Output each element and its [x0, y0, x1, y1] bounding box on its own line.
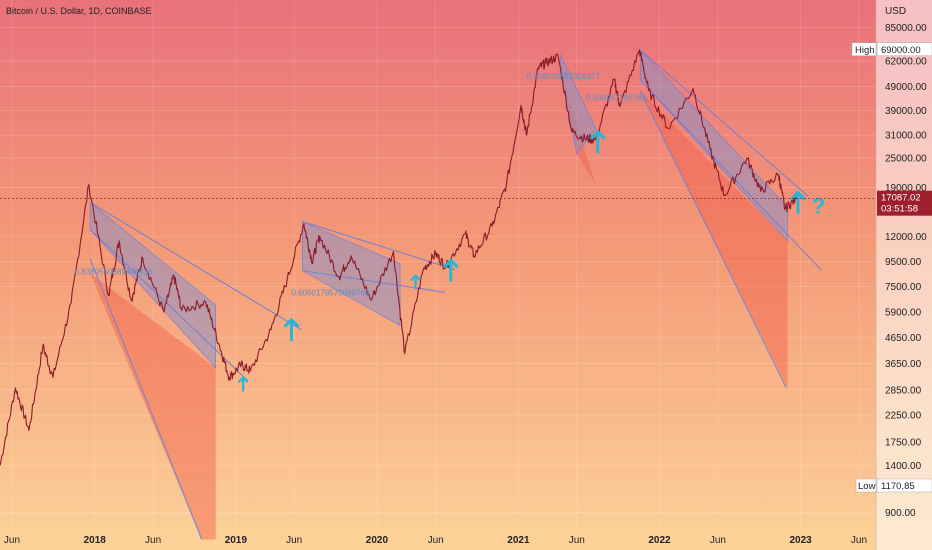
trend-line	[639, 90, 787, 389]
y-tick-label: 85000.00	[885, 23, 927, 34]
fib-ratio-label: 0.606070883358377	[527, 72, 601, 81]
x-tick-label: 2020	[366, 535, 389, 546]
up-arrow-icon	[283, 318, 299, 342]
arrow-head	[238, 376, 249, 383]
x-tick-label: Jun	[569, 535, 585, 546]
fib-ratio-label: 0.8389550889448436	[75, 267, 153, 276]
low-value-box	[876, 478, 932, 493]
high-value-box	[876, 42, 932, 57]
y-tick-label: 25000.00	[885, 154, 927, 165]
fib-ratio-label: 0.6060178570089769	[291, 288, 369, 297]
arrow-head	[590, 130, 606, 140]
current-price-value: 17087.02	[881, 193, 921, 204]
up-arrow-icon	[443, 258, 459, 282]
y-tick-label: 12000.00	[885, 232, 927, 243]
up-arrow-icon	[238, 376, 249, 392]
arrow-head	[410, 274, 421, 281]
x-tick-label: Jun	[4, 535, 20, 546]
y-unit-label: USD	[885, 6, 906, 17]
price-series	[0, 49, 797, 466]
x-tick-label: Jun	[851, 535, 867, 546]
y-tick-label: 49000.00	[885, 82, 927, 93]
x-tick-label: 2019	[225, 535, 248, 546]
fall-projection-area	[90, 273, 216, 540]
up-arrow-icon	[790, 191, 806, 215]
current-price-box	[877, 190, 932, 216]
x-tick-label: Jun	[145, 535, 161, 546]
time-axis[interactable]: Jun 2018 Jun 2019 Jun 2020 Jun 2021 Jun 2022 Jun 20…	[4, 535, 867, 546]
x-tick-label: Jun	[286, 535, 302, 546]
trend-line	[89, 258, 203, 540]
low-value: 1170.85	[881, 481, 915, 492]
x-tick-label: Jun	[710, 535, 726, 546]
y-tick-label: 39000.00	[885, 106, 927, 117]
price-line	[0, 49, 797, 466]
up-arrow-icon	[590, 130, 606, 154]
channel-fill	[639, 49, 788, 242]
arrows: ?	[238, 130, 825, 392]
up-arrow-icon	[410, 274, 421, 290]
y-tick-label: 1400.00	[885, 461, 922, 472]
question-mark: ?	[812, 193, 825, 218]
arrow-head	[283, 318, 299, 328]
x-tick-label: 2022	[648, 535, 671, 546]
fib-ratio-label: 0.638447195785	[586, 94, 647, 103]
chart-title: Bitcoin / U.S. Dollar, 1D, COINBASE	[6, 6, 152, 16]
low-tag	[855, 478, 877, 493]
high-value: 69000.00	[881, 45, 921, 56]
y-tick-label: 31000.00	[885, 131, 927, 142]
y-tick-label: 19000.00	[885, 183, 927, 194]
y-tick-label: 1750.00	[885, 437, 922, 448]
channel-fill	[301, 221, 401, 327]
high-tag	[851, 42, 877, 57]
y-tick-label: 900.00	[885, 508, 916, 519]
low-tag-label: Low	[858, 481, 876, 492]
price-axis[interactable]: 85000.00 62000.00 49000.00 39000.00 31000.00…	[885, 23, 927, 519]
current-price-countdown: 03:51:58	[881, 204, 918, 215]
y-tick-label: 3650.00	[885, 359, 922, 370]
arrow-head	[443, 258, 459, 268]
y-tick-label: 2250.00	[885, 410, 922, 421]
x-tick-label: 2018	[84, 535, 107, 546]
trend-line	[302, 270, 446, 293]
arrow-head	[790, 191, 806, 201]
y-tick-label: 7500.00	[885, 282, 922, 293]
x-tick-label: Jun	[428, 535, 444, 546]
trend-line	[89, 201, 302, 331]
x-tick-label: 2021	[507, 535, 530, 546]
y-tick-label: 4650.00	[885, 333, 922, 344]
trend-line	[639, 49, 809, 197]
y-tick-label: 9500.00	[885, 257, 922, 268]
x-tick-label: 2023	[789, 535, 812, 546]
trend-line	[639, 79, 823, 272]
high-tag-label: High	[855, 45, 875, 56]
y-tick-label: 62000.00	[885, 57, 927, 68]
y-tick-label: 2850.00	[885, 385, 922, 396]
y-tick-label: 5900.00	[885, 308, 922, 319]
channel-patterns	[89, 49, 823, 540]
annotations: 0.8389550889448436 0.6060178570089769 0.60…	[75, 72, 647, 298]
price-axis-panel	[876, 0, 932, 550]
